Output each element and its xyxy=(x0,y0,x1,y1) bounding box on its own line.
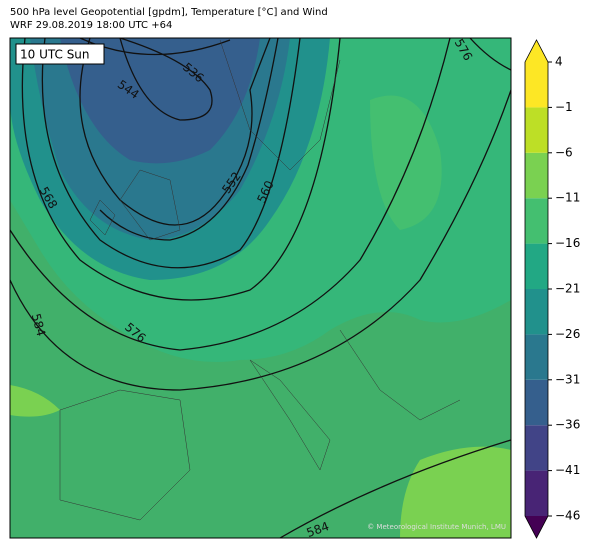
title: 500 hPa level Geopotential [gpdm], Tempe… xyxy=(10,7,328,18)
contour xyxy=(10,38,451,351)
contour xyxy=(99,38,279,241)
colorbar-tick-label: −41 xyxy=(555,463,580,477)
colorbar-segment xyxy=(525,470,548,516)
time-box xyxy=(15,43,105,65)
colorbar-tick-label: −31 xyxy=(555,372,580,386)
colorbar-segment xyxy=(525,243,548,289)
colorbar-extend xyxy=(525,516,548,538)
colorbar-tick-label: 4 xyxy=(555,55,563,69)
map-area xyxy=(10,38,511,538)
colorbar-tick-label: −11 xyxy=(555,191,580,205)
colorbar-tick-label: −16 xyxy=(555,236,580,250)
contour xyxy=(21,38,341,301)
contour xyxy=(279,439,511,538)
colorbar-segment xyxy=(525,62,548,108)
time-label: 10 UTC Sun xyxy=(20,48,90,62)
contour xyxy=(41,38,301,269)
colorbar-segment xyxy=(525,289,548,335)
contour xyxy=(469,38,511,71)
colorbar-tick-label: −6 xyxy=(555,145,573,159)
colorbar-segment xyxy=(525,107,548,153)
contour-label: 584 xyxy=(29,312,48,338)
colorbar-segment xyxy=(525,198,548,244)
colorbar-tick-label: −26 xyxy=(555,327,580,341)
colorbar-extend xyxy=(525,40,548,62)
colorbar-segment xyxy=(525,334,548,380)
colorbar-tick-label: −46 xyxy=(555,509,580,523)
contour xyxy=(10,89,511,391)
temperature-field xyxy=(400,446,511,538)
colorbar-tick-label: −1 xyxy=(555,100,573,114)
colorbar-segment xyxy=(525,379,548,426)
colorbar-segment xyxy=(525,152,548,199)
contour xyxy=(79,38,271,226)
coastlines xyxy=(59,39,461,521)
colorbar-tick-label: −21 xyxy=(555,282,580,296)
map-frame xyxy=(9,37,512,539)
contour xyxy=(119,38,213,121)
credit: © Meteorological Institute Munich, LMU xyxy=(367,523,506,531)
temperature-field xyxy=(10,385,60,417)
colorbar-segment xyxy=(525,425,548,471)
subtitle: WRF 29.08.2019 18:00 UTC +64 xyxy=(10,20,172,31)
colorbar-tick-label: −36 xyxy=(555,418,580,432)
temperature-field xyxy=(60,38,260,164)
temperature-field xyxy=(370,95,442,230)
